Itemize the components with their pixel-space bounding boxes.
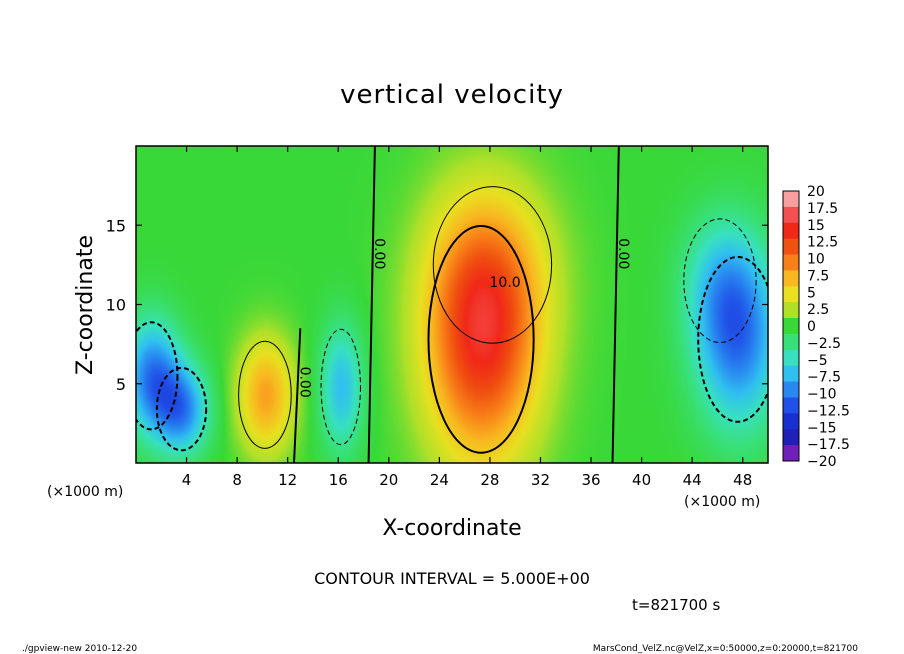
colorbar-swatch: [783, 445, 799, 462]
colorbar-label: −10: [807, 387, 837, 403]
colorbar-swatch: [783, 206, 799, 224]
x-axis-label: X-coordinate: [382, 516, 521, 541]
colorbar-label: −17.5: [807, 437, 850, 453]
x-axis: 4 8 12 16 20 24 28 32 36 40 44 48: [182, 146, 752, 489]
colorbar-swatch: [783, 270, 799, 287]
colorbar-swatch: [783, 254, 799, 271]
colorbar-label: 10: [807, 252, 825, 268]
colorbar: 2017.51512.5107.552.50−2.5−5−7.5−10−12.5…: [782, 184, 850, 470]
colorbar-label: −2.5: [807, 336, 841, 352]
footer-left: ./gpview-new 2010-12-20: [22, 644, 137, 654]
zero-contour: [367, 146, 376, 463]
y-tick-label: 5: [116, 375, 126, 394]
y-tick-label: 15: [106, 216, 126, 235]
colorbar-swatch: [783, 333, 799, 351]
x-axis-unit-right: (×1000 m): [684, 494, 760, 510]
colorbar-swatch: [783, 413, 799, 430]
colorbar-swatch: [783, 318, 799, 335]
contour-line: [136, 321, 179, 431]
contour-line: [683, 218, 757, 344]
contour-line: [697, 255, 768, 423]
x-tick-label: 4: [182, 471, 192, 489]
colorbar-swatch: [783, 302, 799, 319]
colorbar-label: 20: [807, 184, 825, 200]
y-axis: 5 10 15: [106, 216, 768, 394]
colorbar-label: 5: [807, 285, 816, 301]
colorbar-label: 12.5: [807, 235, 838, 251]
contour-line: [155, 366, 208, 452]
contour-label: 0.00: [371, 238, 387, 269]
y-tick-label: 10: [106, 296, 126, 315]
chart-title: vertical velocity: [340, 80, 564, 110]
x-tick-label: 16: [329, 471, 348, 489]
contour-line: [320, 328, 361, 446]
colorbar-swatch: [783, 286, 799, 303]
zero-contour: [611, 146, 620, 463]
x-tick-label: 12: [278, 471, 297, 489]
colorbar-label: −20: [807, 454, 837, 470]
contours: 0.00 0.00 0.00 10.0: [136, 146, 768, 463]
plot-area: 0.00 0.00 0.00 10.0: [136, 146, 768, 463]
zero-contour: [293, 328, 302, 463]
contour-label: 0.00: [615, 238, 631, 269]
colorbar-frame: [782, 190, 800, 462]
x-tick-label: 8: [232, 471, 242, 489]
colorbar-swatch: [783, 222, 799, 240]
x-tick-label: 44: [683, 471, 702, 489]
colorbar-label: −15: [807, 420, 837, 436]
x-tick-label: 40: [632, 471, 651, 489]
contour-line: [432, 186, 553, 344]
footer-right: MarsCond_VelZ.nc@VelZ,x=0:50000,z=0:2000…: [593, 644, 858, 654]
colorbar-label: −12.5: [807, 403, 850, 419]
contour-interval-note: CONTOUR INTERVAL = 5.000E+00: [314, 569, 590, 588]
colorbar-label: 2.5: [807, 302, 829, 318]
colorbar-swatch: [783, 238, 799, 256]
x-tick-label: 48: [733, 471, 752, 489]
contour-label: 10.0: [490, 275, 521, 291]
x-tick-label: 28: [480, 471, 499, 489]
colorbar-swatch: [783, 191, 799, 208]
x-tick-label: 32: [531, 471, 550, 489]
colorbar-label: 0: [807, 319, 816, 335]
colorbar-swatch: [783, 349, 799, 367]
contour-line: [427, 225, 535, 454]
field-raster: [136, 146, 768, 463]
x-tick-label: 20: [379, 471, 398, 489]
colorbar-swatch: [783, 429, 799, 446]
colorbar-label: 15: [807, 218, 825, 234]
colorbar-label: 17.5: [807, 201, 838, 217]
contour-line: [238, 340, 292, 449]
colorbar-swatch: [783, 397, 799, 414]
contour-label: 0.00: [296, 367, 312, 398]
colorbar-label: −7.5: [807, 370, 841, 386]
y-axis-label: Z-coordinate: [73, 235, 98, 375]
x-tick-label: 36: [581, 471, 600, 489]
colorbar-swatch: [783, 381, 799, 398]
colorbar-swatch: [783, 365, 799, 383]
colorbar-label: −5: [807, 353, 828, 369]
colorbar-label: 7.5: [807, 268, 829, 284]
x-tick-label: 24: [430, 471, 449, 489]
x-axis-unit-left: (×1000 m): [47, 484, 123, 500]
time-stamp: t=821700 s: [632, 596, 720, 614]
